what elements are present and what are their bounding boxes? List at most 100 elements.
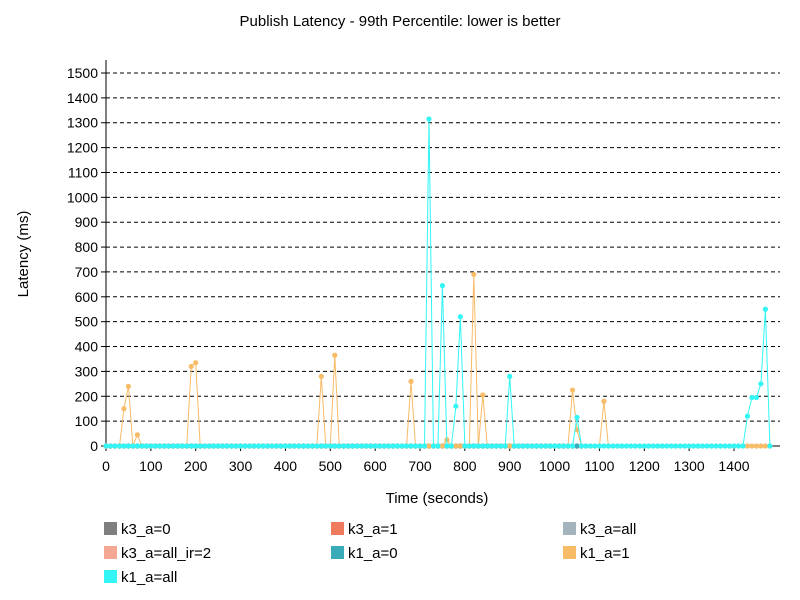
x-tick-label: 400 xyxy=(274,458,298,474)
data-point xyxy=(430,443,437,449)
data-point xyxy=(749,443,755,449)
data-point xyxy=(251,443,257,449)
series-line-k1-a-1 xyxy=(106,274,770,447)
data-point xyxy=(596,443,603,449)
data-point xyxy=(762,443,769,449)
data-point xyxy=(619,443,625,449)
data-point xyxy=(435,443,441,449)
legend-item-k1-a-all: k1_a=all xyxy=(104,569,177,586)
x-tick-label: 1300 xyxy=(674,458,705,474)
data-point xyxy=(614,443,620,449)
data-point xyxy=(121,406,127,412)
legend-swatch xyxy=(331,546,344,559)
series-k1-a-1 xyxy=(103,271,773,449)
data-point xyxy=(439,283,446,289)
data-point xyxy=(471,271,477,278)
x-tick-label: 700 xyxy=(408,458,432,474)
data-point xyxy=(242,443,248,449)
data-point xyxy=(332,443,338,449)
data-point xyxy=(623,443,629,449)
data-point xyxy=(704,443,710,449)
data-point xyxy=(188,363,194,370)
axes: 0100200300400500600700800900100011001200… xyxy=(67,60,780,474)
data-point xyxy=(556,443,562,449)
y-tick-label: 400 xyxy=(75,339,99,355)
data-point xyxy=(139,443,145,449)
data-point xyxy=(462,443,468,449)
data-point xyxy=(229,443,235,449)
data-point xyxy=(758,443,764,449)
y-tick-label: 1400 xyxy=(67,90,98,106)
data-point xyxy=(457,314,463,320)
data-point xyxy=(713,443,719,449)
x-tick-label: 800 xyxy=(453,458,477,474)
legend-swatch xyxy=(331,522,344,535)
legend-swatch xyxy=(104,522,117,535)
x-tick-label: 1200 xyxy=(629,458,660,474)
data-point xyxy=(202,443,208,449)
data-point xyxy=(134,443,140,449)
data-point xyxy=(717,443,724,449)
data-point xyxy=(664,443,670,449)
data-point xyxy=(457,443,463,449)
data-point xyxy=(188,443,194,449)
data-point xyxy=(206,443,212,449)
legend-swatch xyxy=(563,546,576,559)
x-tick-label: 1000 xyxy=(539,458,570,474)
legend-label: k3_a=all_ir=2 xyxy=(121,545,211,562)
data-point xyxy=(677,443,683,449)
data-point xyxy=(516,443,522,449)
data-point xyxy=(560,443,567,449)
data-point xyxy=(448,443,454,449)
x-axis-title: Time (seconds) xyxy=(386,490,489,507)
data-point xyxy=(318,443,324,449)
data-point xyxy=(323,443,329,449)
data-point xyxy=(166,443,172,449)
legend-label: k1_a=all xyxy=(121,569,177,586)
data-point xyxy=(529,443,535,449)
data-point xyxy=(444,443,450,449)
data-point xyxy=(569,443,576,449)
data-point xyxy=(377,443,383,449)
data-point xyxy=(157,443,163,449)
data-point xyxy=(179,443,185,449)
x-tick-label: 100 xyxy=(139,458,163,474)
data-point xyxy=(327,443,333,449)
legend-item-k3-a-1: k3_a=1 xyxy=(331,521,398,538)
y-axis-title: Latency (ms) xyxy=(15,211,32,298)
data-point xyxy=(507,373,513,379)
data-point xyxy=(471,443,477,449)
y-tick-label: 0 xyxy=(90,438,98,454)
data-point xyxy=(332,352,338,358)
data-point xyxy=(453,443,459,449)
data-point xyxy=(551,443,558,449)
data-point xyxy=(215,443,221,449)
data-point xyxy=(605,443,612,449)
data-point xyxy=(282,443,289,449)
data-point xyxy=(269,443,275,449)
data-point xyxy=(735,443,742,449)
data-point xyxy=(354,443,360,449)
x-tick-label: 900 xyxy=(498,458,522,474)
x-tick-label: 0 xyxy=(102,458,110,474)
data-point xyxy=(466,443,472,449)
data-point xyxy=(762,306,769,312)
legend-swatch xyxy=(104,546,117,559)
y-tick-label: 1500 xyxy=(67,65,98,81)
legend-item-k1-a-0: k1_a=0 xyxy=(331,545,398,562)
data-point xyxy=(601,398,607,404)
y-tick-label: 1300 xyxy=(67,115,98,131)
y-tick-label: 600 xyxy=(75,289,99,305)
legend-label: k3_a=0 xyxy=(121,521,171,538)
data-point xyxy=(134,432,140,438)
data-point xyxy=(646,443,652,449)
data-point xyxy=(121,443,127,449)
data-point xyxy=(130,443,136,449)
data-point xyxy=(296,443,302,449)
data-point xyxy=(143,443,149,449)
data-point xyxy=(224,443,230,449)
data-point xyxy=(350,443,356,449)
data-point xyxy=(691,443,697,449)
data-point xyxy=(637,443,643,449)
data-point xyxy=(744,413,751,419)
